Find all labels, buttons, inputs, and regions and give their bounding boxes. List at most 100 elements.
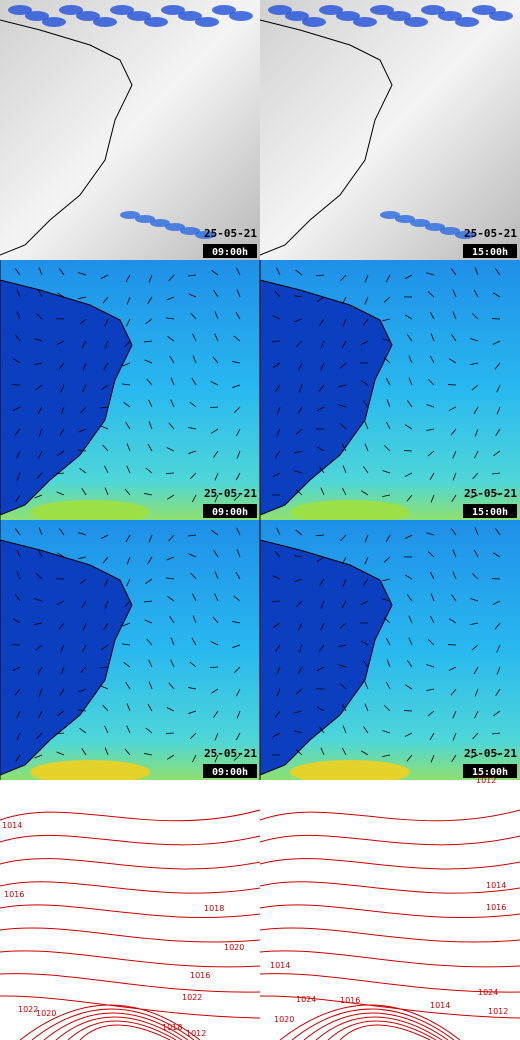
wind-arrow [273, 622, 281, 628]
time-box [463, 244, 517, 258]
wind-arrow [275, 384, 281, 392]
isobar-label: 1012 [488, 1007, 508, 1016]
wind-arrow [60, 666, 65, 675]
isobar [291, 1008, 455, 1040]
wind-arrow [298, 362, 303, 371]
wind-arrow [492, 491, 501, 496]
wind-arrow [37, 406, 43, 415]
wind-arrow [274, 290, 281, 298]
wind-arrow [342, 318, 347, 327]
wind-arrow [276, 267, 281, 276]
cloud-band [42, 17, 66, 27]
isobar [259, 927, 520, 943]
isobar-label: 1020 [36, 1009, 56, 1018]
wind-arrow [104, 747, 109, 756]
cloud-band [110, 5, 134, 15]
wind-arrow [452, 549, 457, 558]
wind-arrow [104, 465, 109, 474]
wind-arrow [57, 710, 65, 716]
wind-arrow [233, 754, 241, 761]
time-label: 09:00h [212, 767, 248, 778]
wind-arrow [426, 664, 435, 668]
wind-arrow [276, 406, 281, 415]
cloud-band [195, 17, 219, 27]
wind-arrow [38, 710, 43, 719]
wind-arrow [362, 660, 369, 668]
wind-arrow [493, 710, 501, 716]
wind-arrow [100, 534, 109, 539]
wind-arrow [404, 574, 413, 580]
wind-arrow [213, 550, 219, 558]
wind-arrow [297, 406, 303, 415]
time-label: 09:00h [212, 247, 248, 258]
wind-arrow [38, 450, 43, 459]
wind-arrow [296, 340, 303, 348]
wind-arrow [364, 296, 369, 305]
wind-arrow [406, 334, 413, 342]
wind-arrow [147, 296, 153, 304]
wind-arrow [124, 488, 131, 496]
wind-arrow [209, 666, 219, 668]
cloud-band [353, 17, 377, 27]
isobar-label: 1016 [486, 903, 506, 912]
wind-arrow [495, 268, 501, 276]
wind-arrow [319, 318, 325, 326]
wind-arrow [276, 688, 281, 697]
cloud-band [438, 11, 462, 21]
wind-arrow [235, 732, 241, 741]
date-label: 25-05-21 [464, 227, 517, 240]
isobar-label: 1020 [274, 1015, 294, 1024]
wind-arrow [404, 314, 413, 320]
wind-arrow [274, 450, 281, 458]
wind-max [30, 760, 150, 784]
isobar [0, 834, 261, 846]
wind-arrow [341, 487, 347, 496]
wind-arrow [452, 732, 457, 741]
wind-arrow [34, 362, 43, 366]
wind-arrow [404, 472, 413, 477]
wind-arrow [188, 553, 197, 558]
wind-arrow [236, 549, 241, 558]
wind-arrow [100, 425, 109, 430]
wind-arrow [474, 710, 479, 719]
wind-arrow [341, 703, 347, 712]
wind-arrow [295, 749, 303, 756]
wind-arrow [236, 289, 241, 298]
wind-arrow [37, 666, 43, 675]
wind-max [30, 500, 150, 524]
wind-arrow [363, 466, 369, 474]
wind-arrow [122, 622, 131, 627]
wind-arrow [102, 444, 109, 452]
wind-arrow [493, 292, 501, 298]
wind-arrow [294, 555, 303, 558]
wind-arrow [339, 362, 347, 369]
wind-arrow [295, 688, 303, 695]
wind-arrow [80, 666, 87, 674]
wind-arrow [364, 534, 369, 543]
land [0, 520, 133, 780]
wind-arrow [188, 710, 197, 714]
wind-arrow [147, 556, 153, 564]
isobar [0, 858, 261, 870]
wind-arrow [276, 666, 281, 675]
cloud-band [440, 227, 460, 235]
time-box [463, 764, 517, 778]
wind-arrow [318, 466, 325, 474]
wind-arrow [148, 659, 153, 668]
wind-arrow [382, 470, 391, 474]
wind-arrow [273, 362, 281, 368]
wind-arrow [191, 377, 197, 386]
satellite-panel [260, 0, 520, 260]
wind-arrow [408, 377, 413, 386]
wind-arrow [232, 644, 241, 648]
wind-arrow [449, 618, 457, 624]
wind-arrow [59, 268, 65, 276]
wind-arrow [56, 600, 65, 605]
wind-arrow [123, 401, 131, 408]
wind-arrow [78, 296, 87, 300]
wind-arrow [452, 311, 457, 320]
wind-arrow [385, 681, 391, 690]
wind-arrow [34, 338, 43, 342]
wind-arrow [123, 661, 131, 668]
wind-arrow [103, 622, 109, 630]
